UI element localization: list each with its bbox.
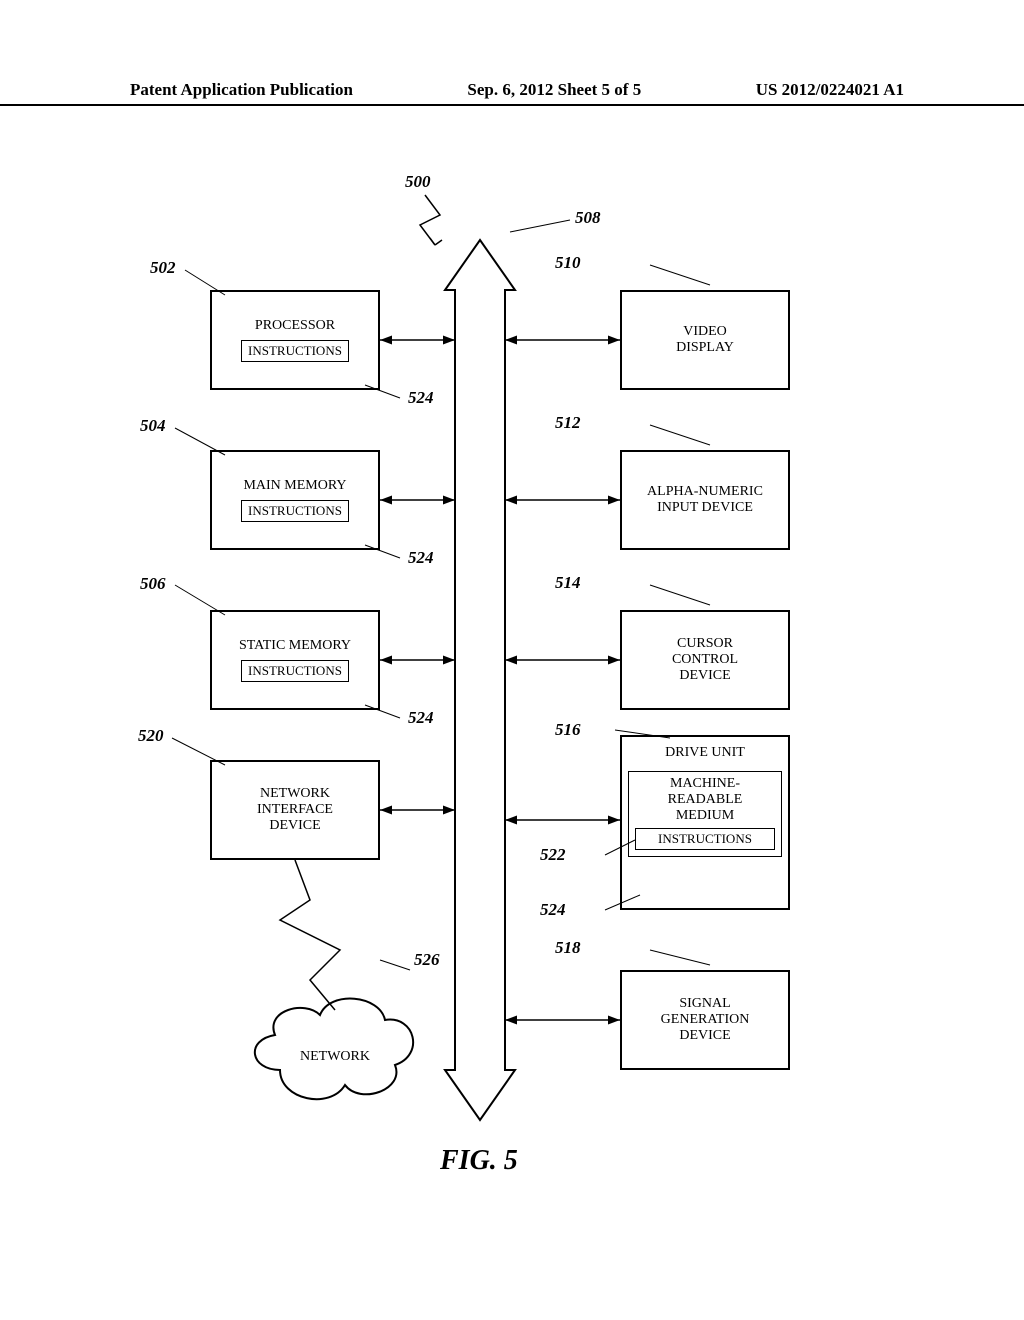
ref-526: 526 [414, 950, 440, 970]
ref-524b: 524 [408, 548, 434, 568]
ref-518: 518 [555, 938, 581, 958]
header-right: US 2012/0224021 A1 [756, 80, 904, 100]
ref-500: 500 [405, 172, 431, 192]
ref-524a: 524 [408, 388, 434, 408]
ref-514: 514 [555, 573, 581, 593]
figure-5-diagram: PROCESSOR INSTRUCTIONS MAIN MEMORY INSTR… [110, 160, 910, 1210]
page-header: Patent Application Publication Sep. 6, 2… [0, 80, 1024, 106]
header-center: Sep. 6, 2012 Sheet 5 of 5 [467, 80, 641, 100]
ref-524d: 524 [540, 900, 566, 920]
ref-504: 504 [140, 416, 166, 436]
header-left: Patent Application Publication [130, 80, 353, 100]
ref-520: 520 [138, 726, 164, 746]
figure-label: FIG. 5 [440, 1145, 518, 1177]
ref-524c: 524 [408, 708, 434, 728]
ref-502: 502 [150, 258, 176, 278]
ref-516: 516 [555, 720, 581, 740]
ref-506: 506 [140, 574, 166, 594]
connectors [110, 160, 910, 1210]
ref-508: 508 [575, 208, 601, 228]
ref-512: 512 [555, 413, 581, 433]
ref-510: 510 [555, 253, 581, 273]
ref-522: 522 [540, 845, 566, 865]
